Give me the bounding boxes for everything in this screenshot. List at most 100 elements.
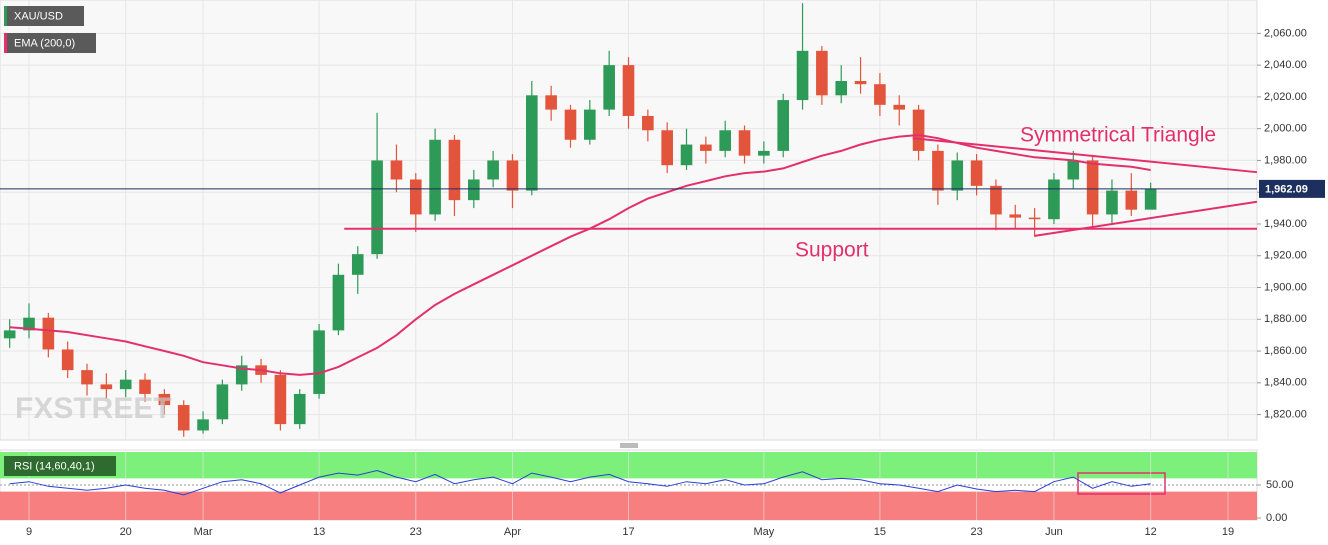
candle-body bbox=[1086, 160, 1099, 215]
candle-body bbox=[564, 109, 577, 140]
x-tick-label: 15 bbox=[874, 526, 886, 538]
candle-body bbox=[719, 130, 731, 151]
candle-body bbox=[429, 139, 441, 215]
x-tick-label: 13 bbox=[313, 526, 325, 538]
y-tick-label: 1,980.00 bbox=[1264, 154, 1307, 166]
candle-body bbox=[506, 160, 519, 191]
candle-body bbox=[970, 160, 983, 186]
candle-body bbox=[700, 144, 712, 151]
candle-body bbox=[990, 185, 1002, 215]
candle-body bbox=[351, 254, 364, 275]
candle-body bbox=[23, 317, 35, 331]
candle-body bbox=[835, 81, 848, 96]
candle-body bbox=[332, 274, 345, 331]
candle-body bbox=[545, 95, 557, 110]
candle-body bbox=[758, 150, 770, 156]
candle-body bbox=[100, 384, 113, 390]
legend-label: EMA (200,0) bbox=[14, 37, 75, 49]
candle-body bbox=[622, 65, 635, 116]
candle-body bbox=[777, 100, 790, 151]
x-tick-label: 17 bbox=[622, 526, 634, 538]
candle-body bbox=[951, 160, 964, 191]
legend-box bbox=[4, 33, 96, 53]
y-tick-label: 1,820.00 bbox=[1264, 408, 1307, 420]
x-tick-label: 19 bbox=[1222, 526, 1234, 538]
candle-body bbox=[932, 150, 944, 191]
trend-line bbox=[912, 137, 1258, 174]
panel-handle[interactable] bbox=[620, 443, 638, 448]
candle-body bbox=[584, 109, 596, 140]
y-tick-label: 2,040.00 bbox=[1264, 59, 1307, 71]
x-tick-label: Apr bbox=[504, 526, 521, 538]
candle-body bbox=[274, 374, 287, 425]
candle-body bbox=[216, 384, 229, 420]
y-tick-label: 0.00 bbox=[1266, 512, 1287, 524]
legend-box bbox=[4, 456, 116, 476]
candle-body bbox=[738, 130, 751, 156]
candle-body bbox=[158, 393, 171, 406]
legend-swatch bbox=[4, 6, 7, 26]
candle-body bbox=[390, 160, 403, 180]
annotation: Support bbox=[795, 239, 869, 262]
y-tick-label: 1,840.00 bbox=[1264, 377, 1307, 389]
x-tick-label: 12 bbox=[1145, 526, 1157, 538]
candle-body bbox=[854, 81, 867, 85]
last-price-tag bbox=[1259, 179, 1325, 198]
candle-body bbox=[1009, 214, 1022, 218]
candle-body bbox=[119, 379, 132, 390]
candle-body bbox=[1106, 190, 1118, 215]
candle-body bbox=[912, 109, 925, 151]
candle-body bbox=[487, 160, 499, 180]
labels: FXSTREET XAU/USD EMA (200,0) RSI (14,60,… bbox=[4, 6, 1325, 538]
candle-body bbox=[293, 393, 306, 425]
candle-body bbox=[1028, 217, 1041, 220]
candle-body bbox=[661, 130, 673, 166]
marks bbox=[0, 3, 1258, 496]
last-price-label: 1,962.09 bbox=[1265, 183, 1308, 195]
candle-body bbox=[526, 95, 538, 191]
x-tick-label: 20 bbox=[120, 526, 132, 538]
candle-body bbox=[61, 349, 74, 371]
candle-body bbox=[3, 330, 16, 339]
x-tick-label: 9 bbox=[26, 526, 32, 538]
y-tick-label: 1,920.00 bbox=[1264, 250, 1307, 262]
candle-body bbox=[1067, 160, 1080, 180]
rsi-title: RSI (14,60,40,1) bbox=[14, 460, 95, 472]
candle-body bbox=[371, 160, 383, 255]
legend-label: XAU/USD bbox=[14, 10, 63, 22]
y-tick-label: 1,860.00 bbox=[1264, 345, 1307, 357]
y-tick-label: 1,940.00 bbox=[1264, 218, 1307, 230]
candle-body bbox=[177, 405, 190, 431]
candle-body bbox=[796, 50, 809, 101]
x-tick-label: 23 bbox=[970, 526, 982, 538]
candle-body bbox=[1144, 189, 1157, 210]
candle-body bbox=[1048, 179, 1060, 220]
candle-body bbox=[893, 104, 906, 110]
x-tick-label: 23 bbox=[410, 526, 422, 538]
y-tick-label: 1,900.00 bbox=[1264, 281, 1307, 293]
candle-body bbox=[642, 115, 654, 131]
candle-body bbox=[139, 379, 151, 394]
candle-body bbox=[197, 419, 209, 431]
candle-body bbox=[680, 144, 693, 166]
candle-body bbox=[1125, 190, 1138, 210]
candle-body bbox=[42, 317, 55, 350]
y-tick-label: 2,020.00 bbox=[1264, 91, 1307, 103]
candle-body bbox=[603, 65, 615, 110]
candle-body bbox=[409, 179, 422, 215]
candle-body bbox=[81, 370, 93, 385]
x-tick-label: May bbox=[753, 526, 774, 538]
legend-box bbox=[4, 6, 84, 26]
annotation: Symmetrical Triangle bbox=[1020, 124, 1216, 147]
candle-body bbox=[467, 179, 480, 201]
x-tick-label: Jun bbox=[1045, 526, 1063, 538]
x-tick-label: Mar bbox=[194, 526, 213, 538]
candle-body bbox=[816, 50, 828, 96]
candle-body bbox=[448, 139, 461, 201]
candle-body bbox=[313, 330, 325, 394]
trend-line bbox=[1034, 200, 1258, 237]
legend-swatch bbox=[4, 33, 7, 53]
highlight-box bbox=[1077, 472, 1166, 495]
